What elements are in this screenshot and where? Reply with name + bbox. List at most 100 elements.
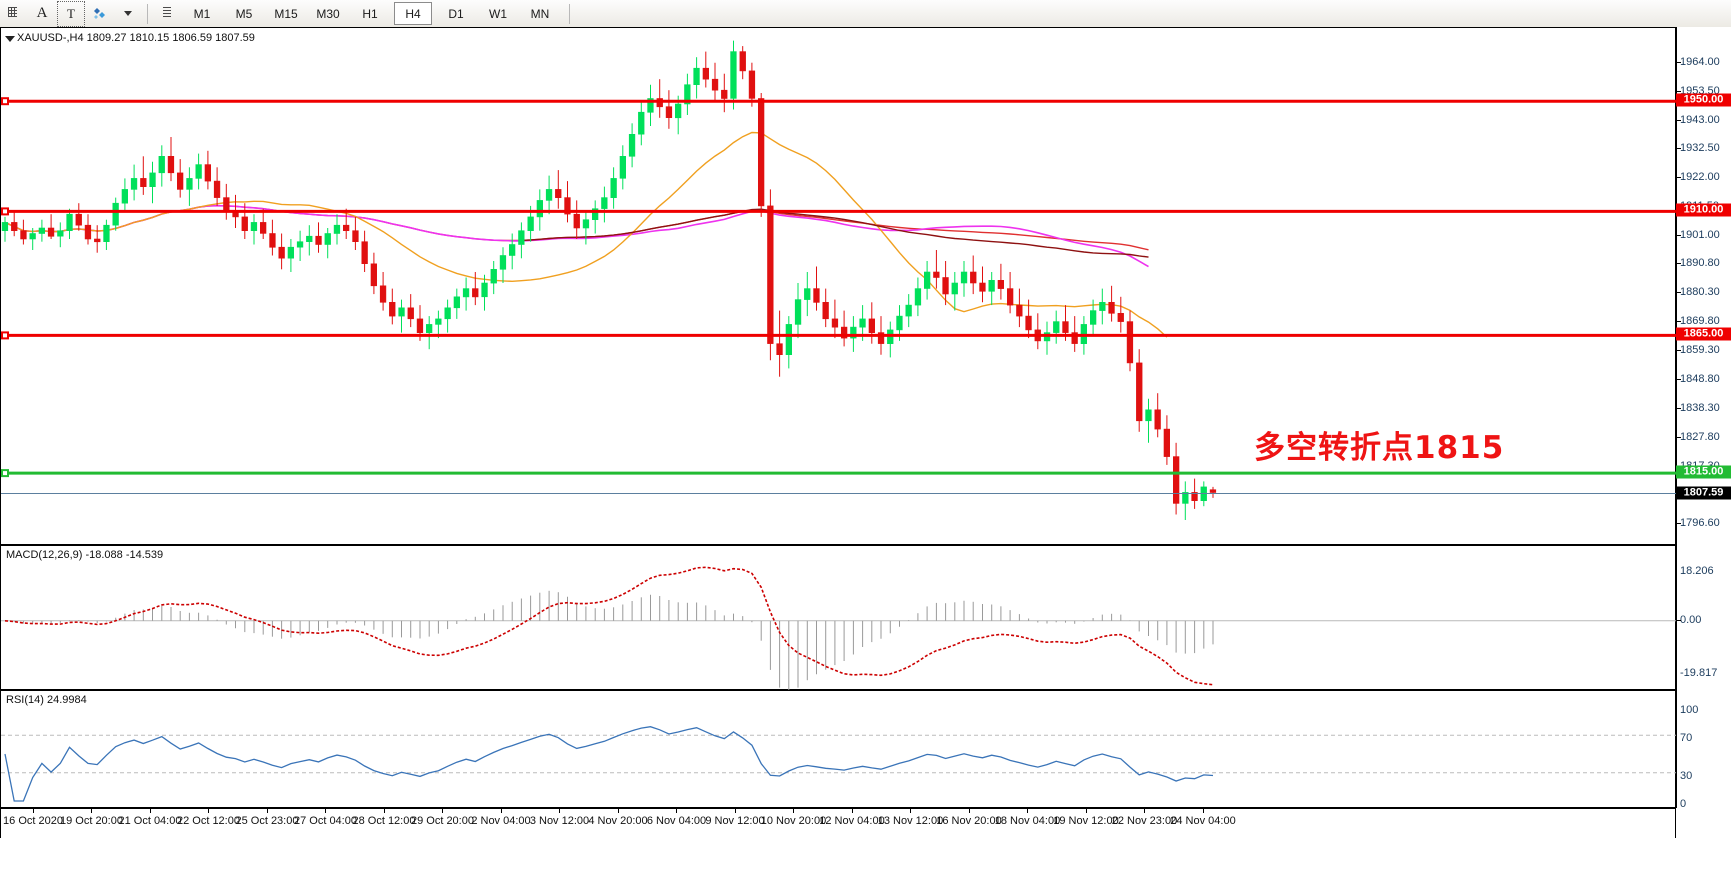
time-axis-tick xyxy=(793,809,795,813)
candle xyxy=(195,153,202,190)
level-line-1815-handle[interactable] xyxy=(1,469,9,478)
candle xyxy=(822,288,829,328)
price-pane[interactable]: XAUUSD-,H4 1809.27 1810.15 1806.59 1807.… xyxy=(0,27,1677,545)
time-axis-label: 13 Nov 12:00 xyxy=(877,815,944,827)
price-tick-mark xyxy=(1677,148,1681,150)
time-axis-tick xyxy=(1027,809,1029,813)
price-level-flag-1807-59[interactable]: 1807.59 xyxy=(1676,486,1731,500)
candle xyxy=(914,277,922,317)
candle xyxy=(601,186,608,223)
candle xyxy=(499,247,507,283)
timeframe-h4[interactable]: H4 xyxy=(394,2,432,25)
candle xyxy=(582,211,590,245)
macd-pane[interactable]: MACD(12,26,9) -18.088 -14.539 xyxy=(0,545,1677,692)
text-tool-icon[interactable]: A xyxy=(36,5,48,21)
rsi-plot xyxy=(1,726,1677,802)
candle xyxy=(638,101,645,146)
price-tick-mark xyxy=(1677,407,1681,409)
timeframe-list-icon[interactable] xyxy=(154,2,180,26)
candle xyxy=(342,208,350,239)
candle xyxy=(757,93,765,217)
candle xyxy=(508,233,516,270)
candle xyxy=(748,62,756,107)
candle xyxy=(472,272,479,306)
ma-orange xyxy=(4,131,1168,338)
crosshair-grid-icon[interactable] xyxy=(1,2,27,26)
level-line-1950-handle[interactable] xyxy=(1,97,9,106)
candle xyxy=(960,261,968,297)
text-label-icon[interactable]: T xyxy=(57,0,85,27)
price-level-flag-1865-00[interactable]: 1865.00 xyxy=(1676,327,1731,341)
timeframe-mn[interactable]: MN xyxy=(530,6,550,21)
level-line-1865-handle[interactable] xyxy=(1,331,9,340)
indicators-icon[interactable] xyxy=(87,2,113,26)
time-axis-tick xyxy=(910,809,912,813)
candle xyxy=(287,239,294,272)
price-tick-mark xyxy=(1677,350,1681,352)
time-axis-label: 12 Nov 04:00 xyxy=(819,815,885,827)
time-axis-tick xyxy=(968,809,970,813)
price-tick-label: 1901.00 xyxy=(1680,229,1720,242)
timeframe-m1[interactable]: M1 xyxy=(193,6,211,21)
macd-tick-label: -19.817 xyxy=(1680,666,1718,679)
time-axis-tick xyxy=(1202,809,1204,813)
time-axis-label: 19 Oct 20:00 xyxy=(59,815,123,827)
price-tick-mark xyxy=(1677,90,1681,92)
candle xyxy=(47,214,55,239)
candle xyxy=(84,214,92,245)
time-axis-tick xyxy=(734,809,736,813)
candle xyxy=(813,266,820,311)
time-axis-label: 9 Nov 12:00 xyxy=(705,815,765,827)
rsi-tick-label: 0 xyxy=(1680,798,1687,810)
time-axis-tick xyxy=(500,809,502,813)
candle xyxy=(1182,481,1189,520)
timeframe-m30[interactable]: M30 xyxy=(316,6,340,21)
price-tick-label: 1953.50 xyxy=(1680,84,1720,97)
price-level-flag-1910-00[interactable]: 1910.00 xyxy=(1676,203,1731,217)
indicators-dropdown-icon[interactable] xyxy=(115,2,141,26)
candle xyxy=(1016,288,1023,328)
price-level-flag-1815-00[interactable]: 1815.00 xyxy=(1676,465,1731,479)
time-axis-tick xyxy=(617,809,619,813)
time-axis-label: 6 Nov 04:00 xyxy=(646,815,707,827)
candle xyxy=(121,178,128,212)
candle xyxy=(269,219,276,256)
candle xyxy=(481,274,488,311)
candle xyxy=(324,228,331,259)
candle xyxy=(306,225,313,256)
candle xyxy=(103,219,110,250)
ma-darkred xyxy=(521,208,1149,258)
time-axis-label: 18 Nov 04:00 xyxy=(994,815,1061,827)
timeframe-w1[interactable]: W1 xyxy=(489,6,507,21)
timeframe-m15[interactable]: M15 xyxy=(274,6,298,21)
candle xyxy=(1154,393,1161,438)
candle xyxy=(1099,288,1106,325)
price-tick-label: 1880.30 xyxy=(1680,286,1720,299)
time-axis-label: 21 Oct 04:00 xyxy=(118,815,182,827)
macd-axis-border xyxy=(1676,545,1677,690)
time-axis[interactable]: 16 Oct 2020 19 Oct 20:00 21 Oct 04:00 22 Oc… xyxy=(0,808,1676,838)
price-level-flag-1950-00[interactable]: 1950.00 xyxy=(1676,93,1731,107)
rsi-label: RSI(14) 24.9984 xyxy=(6,694,87,706)
timeframe-h1[interactable]: H1 xyxy=(362,6,378,21)
candle xyxy=(140,156,147,195)
rsi-pane[interactable]: RSI(14) 24.9984 xyxy=(0,690,1677,808)
chevron-down-icon xyxy=(124,11,132,16)
candle xyxy=(711,62,719,102)
candle xyxy=(158,145,165,187)
time-axis-label: 27 Oct 04:00 xyxy=(293,815,357,827)
price-axis[interactable]: 1964.001953.501943.001932.501922.001911.… xyxy=(1676,27,1731,545)
candle xyxy=(75,203,82,231)
macd-plot xyxy=(1,566,1677,692)
timeframe-m5[interactable]: M5 xyxy=(235,6,253,21)
price-tick-label: 1869.80 xyxy=(1680,315,1720,328)
rsi-axis-border xyxy=(1676,690,1677,808)
symbol-dropdown-icon[interactable] xyxy=(5,36,15,42)
candle xyxy=(112,197,119,231)
timeframe-d1[interactable]: D1 xyxy=(448,6,464,21)
candle xyxy=(250,214,258,245)
time-axis-tick xyxy=(1085,809,1087,813)
macd-tick-label: 0.00 xyxy=(1680,613,1702,626)
candle xyxy=(1090,299,1097,336)
level-line-1910-handle[interactable] xyxy=(1,207,9,216)
